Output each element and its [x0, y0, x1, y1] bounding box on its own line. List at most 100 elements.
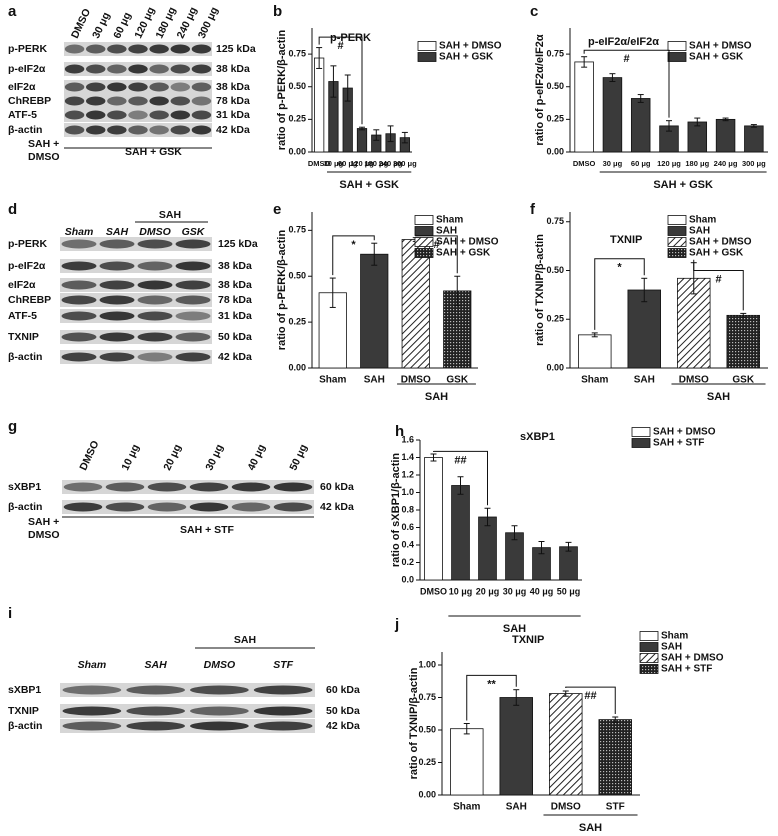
kda-label: 31 kDa [216, 109, 250, 121]
row-label: TXNIP [8, 705, 39, 717]
kda-label: 38 kDa [216, 63, 250, 75]
blot-band [253, 721, 313, 731]
y-tick-label: 1.2 [401, 469, 414, 479]
blot-band [191, 44, 212, 54]
panel-letter: d [8, 201, 17, 218]
group-label: SAH [159, 209, 181, 221]
y-tick-label: 1.6 [401, 434, 414, 444]
y-tick-label: 0.25 [546, 314, 564, 324]
panel-letter: f [530, 201, 536, 218]
blot-band [149, 44, 169, 54]
bar [744, 125, 764, 153]
legend-label: SAH + GSK [689, 52, 744, 63]
blot-band [63, 482, 103, 492]
blot-band [175, 280, 211, 290]
kda-label: 78 kDa [218, 294, 252, 306]
y-tick-label: 0.50 [288, 81, 306, 91]
legend-swatch [417, 52, 437, 62]
blot-band [107, 96, 127, 106]
blot-band [128, 96, 148, 106]
blot-band [190, 685, 249, 695]
legend-label: SAH + STF [661, 664, 712, 675]
blot-band [175, 295, 211, 305]
x-tick-label: 180 μg [685, 159, 709, 168]
blot-strip [60, 350, 212, 364]
lane-label: 10 μg [119, 443, 141, 473]
blot-band [64, 110, 85, 120]
row-label: ATF-5 [8, 310, 37, 322]
blot-band [85, 64, 106, 74]
x-tick-label: 120 μg [657, 159, 681, 168]
blot-band [189, 482, 229, 492]
row-label: p-PERK [8, 43, 48, 55]
blot-band [105, 482, 145, 492]
blot-band [61, 295, 97, 305]
blot-band [128, 110, 148, 120]
blot-band [231, 482, 271, 492]
annotation: * [351, 239, 356, 251]
blot-band [107, 44, 127, 54]
bar [598, 719, 632, 796]
lane-label: 300 μg [196, 5, 221, 40]
kda-label: 125 kDa [218, 238, 258, 250]
blot-band [85, 96, 106, 106]
x-tick-label: GSK [732, 375, 754, 386]
x-tick-label: DMSO [401, 375, 431, 386]
x-tick-label: 50 μg [557, 586, 581, 596]
y-tick-label: 0.00 [546, 146, 564, 156]
blot-band [85, 82, 106, 92]
blot-band [137, 295, 173, 305]
blot-band [231, 502, 271, 512]
kda-label: 38 kDa [218, 260, 252, 272]
y-tick-label: 0.75 [288, 48, 306, 58]
x-tick-label: 30 μg [324, 159, 344, 168]
x-tick-label: 20 μg [476, 586, 500, 596]
blot-band [61, 261, 97, 271]
blot-band [253, 685, 313, 695]
legend-label: SAH + DMSO [689, 41, 752, 52]
bar [360, 253, 389, 369]
blot-band [190, 721, 249, 731]
blot-band [128, 44, 148, 54]
x-tick-label: DMSO [308, 159, 331, 168]
x-tick-label: 40 μg [530, 586, 554, 596]
legend-swatch [667, 237, 687, 247]
x-tick-label: 240 μg [379, 159, 403, 168]
lane-label: SAH [145, 659, 168, 671]
bar [578, 334, 612, 369]
blot-band [147, 502, 187, 512]
bracket [415, 234, 458, 274]
footer-label: SAH + [28, 516, 59, 528]
legend-swatch [414, 248, 434, 258]
y-tick-label: 1.00 [418, 659, 436, 669]
x-tick-label: 60 μg [631, 159, 651, 168]
y-tick-label: 0.00 [288, 362, 306, 372]
annotation: ** [487, 678, 496, 690]
bar [499, 697, 533, 796]
legend-label: SAH + DMSO [439, 41, 502, 52]
row-label: β-actin [8, 124, 42, 136]
blot-band [99, 239, 135, 249]
blot-band [126, 706, 185, 716]
row-label: β-actin [8, 351, 42, 363]
x-tick-label: DMSO [573, 159, 596, 168]
panel-letter: j [394, 616, 399, 633]
legend-label: SAH [689, 226, 710, 237]
bar [726, 314, 760, 369]
annotation: ## [454, 454, 466, 466]
legend-label: SAH + DMSO [689, 237, 752, 248]
legend-label: SAH + DMSO [653, 427, 716, 438]
row-label: eIF2α [8, 279, 36, 291]
blot-band [107, 125, 127, 135]
legend-swatch [667, 52, 687, 62]
chart-title: TXNIP [610, 234, 642, 246]
blot-band [99, 295, 135, 305]
blot-band [107, 110, 127, 120]
x-tick-label: 10 μg [449, 586, 473, 596]
blot-band [175, 332, 211, 342]
blot-band [64, 96, 85, 106]
group-label: SAH [579, 822, 602, 831]
legend-label: SAH + DMSO [436, 237, 499, 248]
blot-band [191, 64, 212, 74]
